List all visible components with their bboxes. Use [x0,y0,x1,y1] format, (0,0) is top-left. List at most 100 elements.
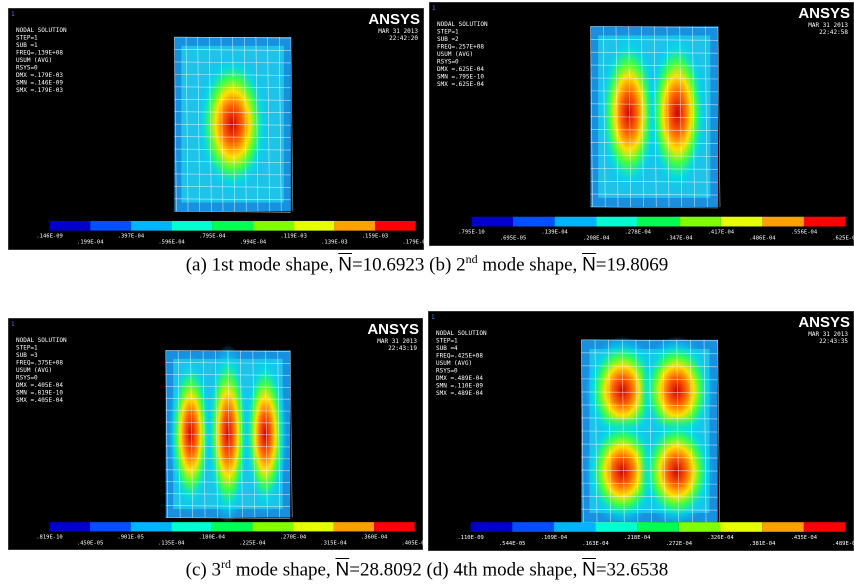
legend-swatch [50,522,91,531]
caption-text: =28.8092 (d) 4th mode shape, [349,559,582,580]
header-line: SUB =3 [16,352,38,359]
date: MAR 31 2013 [377,338,417,345]
date: MAR 31 2013 [378,28,418,35]
legend-swatch [721,522,763,532]
caption-text: mode shape, [231,559,335,580]
legend-label: .556E-04 [791,229,818,235]
logo: ANSYS [798,5,850,22]
header-line: NODAL SOLUTION [16,337,67,344]
figure-caption: (a) 1st mode shape, N=10.6923 (b) 2nd mo… [0,252,854,276]
header-line: SMN =.146E-09 [16,80,63,87]
legend-swatch [596,522,638,532]
legend-label: .596E-04 [158,240,185,246]
header-line: FREQ=.375E+08 [16,360,63,367]
contour-blob [243,354,287,514]
logo: ANSYS [798,314,850,331]
legend-label: .315E-04 [320,540,347,546]
legend-swatch [375,221,416,231]
legend-label: .139E-04 [541,229,568,235]
legend-label: .489E-04 [832,541,854,547]
symbol: N [338,254,352,275]
header-line: SUB =1 [16,42,38,49]
legend-label: .360E-04 [361,534,388,540]
header-line: STEP=1 [436,338,458,345]
header-line: DMX =.489E-04 [436,375,483,382]
legend-label: .381E-04 [749,541,776,547]
figure-caption: (c) 3rd mode shape, N=28.8092 (d) 4th mo… [0,557,854,581]
header-line: SUB =2 [437,36,459,43]
caption-text: =19.8069 [596,254,668,275]
header-line: USUM (AVG) [437,51,473,58]
legend-swatch [252,522,293,531]
legend-label: .435E-04 [791,535,818,541]
legend-label: .544E-05 [499,541,526,547]
header-line: FREQ=.139E+08 [16,50,63,57]
header-line: SMX =.179E-03 [16,87,63,94]
caption-text: (c) 3 [186,559,221,580]
header-line: RSYS=0 [16,375,38,382]
legend-swatch [638,217,680,227]
legend-label: .199E-04 [77,240,104,246]
time: 22:43:19 [388,345,417,352]
legend-swatch [334,221,375,231]
header-line: SMN =.110E-09 [436,383,483,390]
legend-swatch [596,217,638,227]
time: 22:42:20 [389,35,418,42]
legend-swatch [90,522,131,531]
legend-label: .901E-05 [117,534,144,540]
legend-label: .139E-03 [321,240,348,246]
caption-text: =32.6538 [596,559,668,580]
legend-label: .405E-04 [401,540,423,546]
legend-swatch [212,522,253,531]
legend-label: .994E-04 [240,240,267,246]
legend-label: .159E-03 [362,234,389,240]
viewport-number: 1 [11,11,15,18]
legend-label: .795E-10 [458,229,485,235]
date: MAR 31 2013 [808,331,848,338]
legend-swatch [762,217,804,227]
header-line: SUB =4 [436,345,458,352]
time: 22:43:35 [819,338,848,345]
legend-swatch [513,217,555,227]
header-line: SMX =.625E-04 [437,81,484,88]
legend-label: .109E-04 [541,535,568,541]
legend-label: .119E-03 [280,234,307,240]
legend-label: .397E-04 [118,234,145,240]
legend-label: .819E-10 [36,534,63,540]
header-line: USUM (AVG) [16,57,52,64]
symbol: N [582,254,596,275]
legend-swatch [721,217,763,227]
header-line: SMX =.489E-04 [436,390,483,397]
legend-label: .218E-04 [624,535,651,541]
legend-label: .625E-04 [832,235,854,241]
legend-swatch [294,221,335,231]
legend-label: .225E-04 [239,540,266,546]
legend-label: .146E-09 [36,234,63,240]
header-line: FREQ=.257E+08 [437,44,484,51]
header-line: NODAL SOLUTION [436,330,487,337]
header-line: RSYS=0 [437,59,459,66]
header-line: SMN =.819E-10 [16,390,63,397]
legend-swatch [90,221,131,231]
logo: ANSYS [367,321,419,338]
header-line: USUM (AVG) [16,367,52,374]
header-line: SMX =.405E-04 [16,397,63,404]
time: 22:42:58 [819,29,848,36]
legend-label: .163E-04 [582,541,609,547]
legend-label: .180E-04 [199,534,226,540]
viewport-number: 1 [432,5,436,12]
figure: 1NODAL SOLUTIONSTEP=1SUB =1FREQ=.139E+08… [0,0,854,584]
legend-label: .179E-03 [402,240,424,246]
legend-swatch [293,522,334,531]
header-line: FREQ=.425E+08 [436,353,483,360]
legend-swatch [472,217,514,227]
legend-label: .326E-04 [707,535,734,541]
legend-label: .450E-05 [77,540,104,546]
legend-label: .208E-04 [583,235,610,241]
header-line: DMX =.625E-04 [437,66,484,73]
ansys-plot: 1NODAL SOLUTIONSTEP=1SUB =4FREQ=.425E+08… [428,311,854,551]
legend-swatch [471,522,513,532]
legend-swatch [679,522,721,532]
header-line: USUM (AVG) [436,360,472,367]
ansys-plot: 1NODAL SOLUTIONSTEP=1SUB =1FREQ=.139E+08… [8,8,424,250]
